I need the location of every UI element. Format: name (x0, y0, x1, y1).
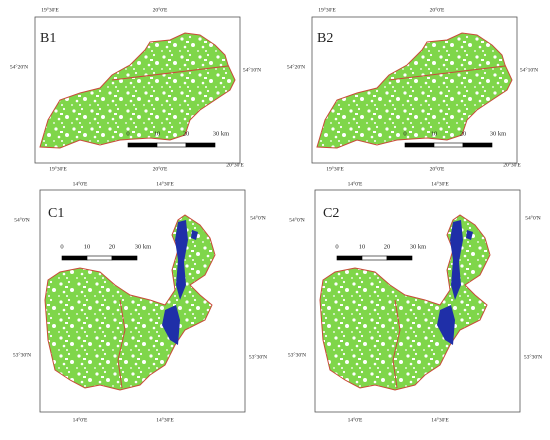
coordinate-label: 14°0'E (73, 180, 88, 187)
map-panel: B2 19°30'E 20°0'E 54°20'N 54°10'N 19°30'E 20°0… (287, 6, 538, 172)
scale-label: 10 (431, 130, 438, 137)
coordinate-label: 14°30'E (431, 416, 449, 423)
scale-bar-segment (156, 142, 187, 148)
scale-bar-segment (433, 142, 464, 148)
vegetation-area (39, 32, 236, 149)
map-panel: B1 19°30'E 20°0'E 54°20'N 54°10'N 19°30'E 20°0… (10, 6, 261, 172)
coordinate-label: 20°30'E (503, 161, 521, 168)
scale-label: 10 (154, 130, 161, 137)
scale-bar-segment (361, 255, 388, 261)
coordinate-label: 53°30'N (524, 353, 542, 360)
coordinate-label: 53°30'N (13, 351, 31, 358)
water-body (437, 305, 455, 345)
water-body (450, 220, 463, 300)
scale-bar-segment (462, 142, 493, 148)
coordinate-label: 19°30'E (326, 165, 344, 172)
scale-label: 0 (403, 130, 406, 137)
panel-label: C2 (323, 206, 339, 221)
coordinate-label: 54°20'N (287, 63, 305, 70)
district-boundary (117, 299, 126, 389)
panel-label: B1 (40, 31, 56, 46)
scale-label: 20 (460, 130, 467, 137)
scale-label: 10 (84, 243, 91, 250)
scale-bar-segment (111, 255, 138, 261)
coordinate-label: 14°0'E (348, 416, 363, 423)
district-boundary (392, 299, 401, 389)
vegetation-area (316, 32, 513, 149)
scale-bar-segment (86, 255, 113, 261)
water-body (191, 230, 198, 240)
scale-label: 0 (60, 243, 63, 250)
panel-label: C1 (48, 206, 64, 221)
scale-label: 30 km (490, 130, 506, 137)
coordinate-label: 54°0'N (14, 216, 29, 223)
scale-bar-segment (61, 255, 88, 261)
district-boundary (388, 65, 506, 81)
scale-label: 20 (384, 243, 391, 250)
water-body (466, 230, 473, 240)
scale-bar-segment (386, 255, 413, 261)
coordinate-label: 14°30'E (431, 180, 449, 187)
scale-label: 30 km (213, 130, 229, 137)
panel-label: B2 (317, 31, 333, 46)
coordinate-label: 20°0'E (153, 6, 168, 13)
scale-bar-segment (336, 255, 363, 261)
coordinate-label: 14°30'E (156, 180, 174, 187)
coordinate-label: 54°0'N (525, 214, 540, 221)
coordinate-label: 19°30'E (49, 165, 67, 172)
district-boundary (111, 65, 229, 81)
scale-label: 0 (335, 243, 338, 250)
water-body (175, 220, 188, 300)
coordinate-label: 54°20'N (10, 63, 28, 70)
coordinate-label: 20°0'E (430, 6, 445, 13)
scale-label: 10 (359, 243, 366, 250)
scale-bar-segment (127, 142, 158, 148)
coordinate-label: 54°10'N (243, 66, 261, 73)
map-panel: C2 14°0'E 14°30'E 54°0'N 53°30'N 54°0'N 53°30'… (288, 180, 542, 423)
scale-label: 20 (183, 130, 190, 137)
coordinate-label: 53°30'N (288, 351, 306, 358)
coordinate-label: 54°10'N (520, 66, 538, 73)
coordinate-label: 19°30'E (318, 6, 336, 13)
coordinate-label: 20°0'E (430, 165, 445, 172)
vegetation-area (319, 214, 491, 391)
coordinate-label: 19°30'E (41, 6, 59, 13)
coordinate-label: 54°0'N (250, 214, 265, 221)
scale-label: 30 km (135, 243, 151, 250)
vegetation-area (44, 214, 216, 391)
scale-label: 0 (126, 130, 129, 137)
coordinate-label: 53°30'N (249, 353, 267, 360)
scale-bar-segment (404, 142, 435, 148)
map-panel: C1 14°0'E 14°30'E 54°0'N 53°30'N 54°0'N 53°30'… (13, 180, 267, 423)
coordinate-label: 20°30'E (226, 161, 244, 168)
water-body (162, 305, 180, 345)
coordinate-label: 54°0'N (289, 216, 304, 223)
scale-bar-segment (185, 142, 216, 148)
coordinate-label: 20°0'E (153, 165, 168, 172)
scale-label: 20 (109, 243, 116, 250)
scale-label: 30 km (410, 243, 426, 250)
coordinate-label: 14°0'E (348, 180, 363, 187)
coordinate-label: 14°0'E (73, 416, 88, 423)
coordinate-label: 14°30'E (156, 416, 174, 423)
